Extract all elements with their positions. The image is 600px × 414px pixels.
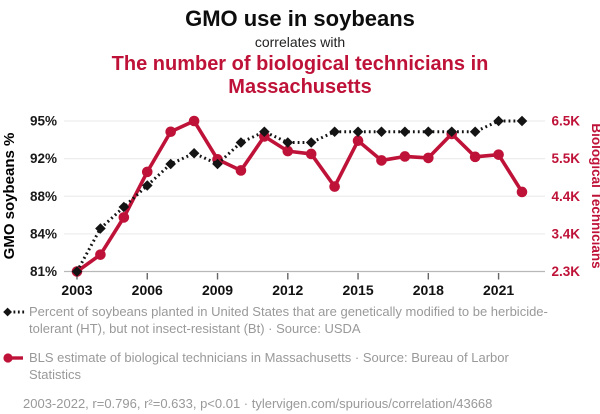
gmo-soybeans-point <box>446 126 458 138</box>
bio-technicians-point <box>165 126 176 138</box>
right-axis-tick-label: 3.4K <box>552 226 581 241</box>
bio-technicians-point <box>423 152 434 164</box>
left-axis-tick-label: 88% <box>30 189 57 204</box>
chart-connector-text: correlates with <box>254 34 346 50</box>
bio-technicians-point <box>352 135 364 147</box>
bio-technicians-point <box>141 166 153 178</box>
gmo-soybeans-point <box>469 126 481 138</box>
x-axis-tick-label: 2012 <box>272 282 303 298</box>
bio-technicians-point <box>95 249 106 260</box>
gmo-soybeans-point <box>352 126 364 138</box>
gmo-soybeans-point <box>423 126 434 138</box>
right-axis-tick-label: 6.5K <box>552 114 581 129</box>
bio-technicians-point <box>282 145 294 157</box>
bio-technicians-line <box>75 119 524 273</box>
gmo-soybeans-point <box>376 126 387 138</box>
legend-item-gmo: Percent of soybeans planted in United St… <box>3 304 600 337</box>
bio-technicians-point <box>118 212 130 223</box>
x-axis-tick-label: 2018 <box>413 282 444 298</box>
bio-technicians-point <box>493 149 504 160</box>
gmo-soybeans-point <box>118 201 130 213</box>
left-axis-tick-label: 84% <box>30 226 57 241</box>
chart-title: GMO use in soybeans <box>185 6 415 31</box>
right-axis-title: Biological Technicians <box>589 123 600 268</box>
left-axis-tick-label: 95% <box>30 114 57 129</box>
biotech-circle-solid-line-icon <box>3 353 23 363</box>
gmo-soybeans-point <box>71 266 83 277</box>
gmo-soybeans-point <box>188 147 200 159</box>
left-axis-title: GMO soybeans % <box>1 133 18 260</box>
gmo-soybeans-point <box>516 115 528 127</box>
gmo-soybeans-point <box>95 223 106 234</box>
gmo-soybeans-point <box>282 137 294 148</box>
x-axis-tick-label: 2003 <box>61 282 92 298</box>
legend-label-gmo: Percent of soybeans planted in United St… <box>29 304 548 336</box>
right-axis-tick-label: 2.3K <box>552 264 581 279</box>
legend-label-biotech: BLS estimate of biological technicians i… <box>29 350 509 382</box>
gmo-diamond-dotted-line-icon <box>3 307 25 317</box>
chart-subtitle: The number of biological technicians in … <box>111 53 489 98</box>
x-axis-tick-label: 2006 <box>132 282 163 298</box>
gmo-soybeans-point <box>493 115 504 127</box>
gmo-soybeans-point <box>259 126 270 138</box>
bio-technicians-point <box>235 165 247 176</box>
left-axis-tick-label: 92% <box>30 151 57 166</box>
bio-technicians-point <box>516 186 528 198</box>
bio-technicians-point <box>188 115 200 127</box>
gmo-soybeans-point <box>141 180 153 191</box>
bio-technicians-point <box>399 151 411 162</box>
chart-legend: Percent of soybeans planted in United St… <box>0 304 600 383</box>
gmo-soybeans-point <box>329 126 340 138</box>
right-axis-tick-label: 5.5K <box>552 151 581 166</box>
gmo-soybeans-point <box>212 158 223 170</box>
gmo-soybeans-point <box>305 137 317 148</box>
gmo-soybeans-point <box>235 137 247 148</box>
left-axis-tick-label: 81% <box>30 264 57 279</box>
bio-technicians-point <box>329 181 340 192</box>
bio-technicians-point <box>305 148 317 160</box>
x-axis-tick-label: 2009 <box>202 282 233 298</box>
right-axis-tick-label: 4.4K <box>552 189 581 204</box>
chart-header: GMO use in soybeans correlates with The … <box>0 0 600 99</box>
legend-item-biotech: BLS estimate of biological technicians i… <box>3 350 600 383</box>
gmo-soybeans-point <box>165 158 176 170</box>
x-axis-tick-label: 2021 <box>483 282 514 298</box>
stats-footer: 2003-2022, r=0.796, r²=0.633, p<0.01 · t… <box>23 396 493 411</box>
bio-technicians-point <box>469 151 481 163</box>
bio-technicians-point <box>376 155 387 166</box>
chart-plot: 95% 92% 88% 84% 81% 6.5K 5.5K 4.4K 3.4K 2.3K 2003 2… <box>1 114 600 299</box>
x-axis-tick-label: 2015 <box>342 282 373 298</box>
gmo-soybeans-point <box>399 126 411 138</box>
